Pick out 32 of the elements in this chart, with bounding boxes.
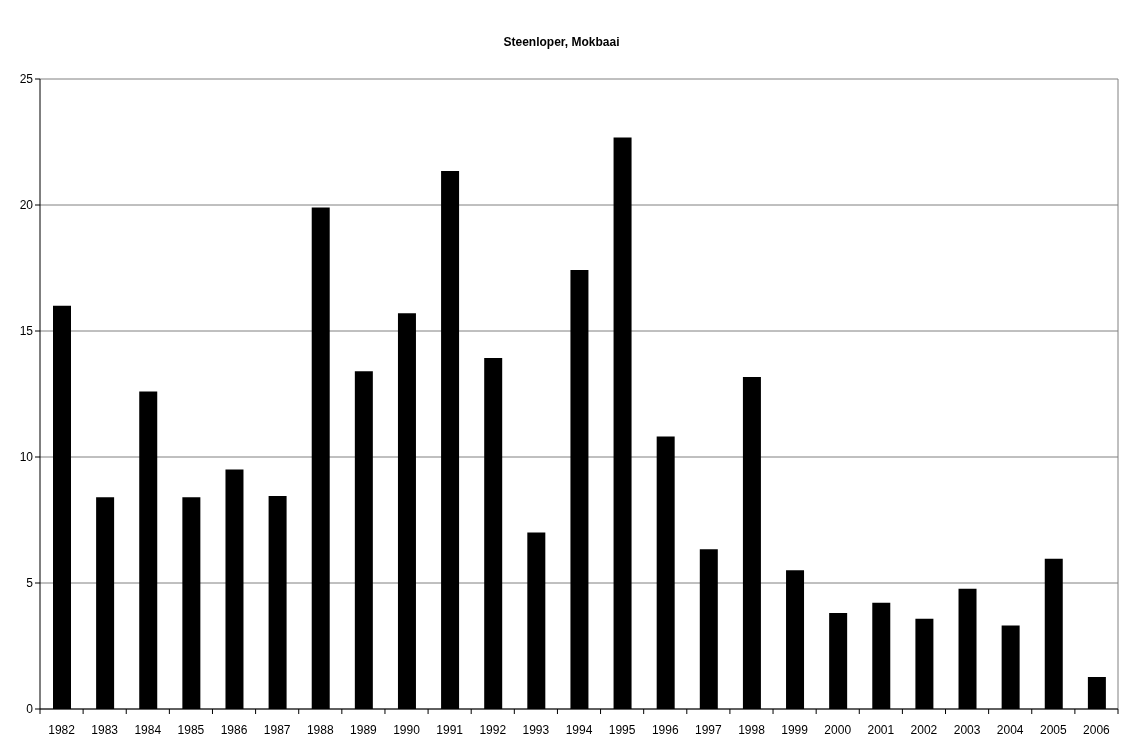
x-tick-label: 1994 <box>565 722 593 737</box>
x-tick-label: 2004 <box>996 722 1024 737</box>
x-tick-label: 1999 <box>781 722 809 737</box>
x-tick-label: 2003 <box>953 722 981 737</box>
x-tick-label: 1982 <box>48 722 76 737</box>
x-tick-label: 1983 <box>91 722 119 737</box>
y-tick-label: 5 <box>26 576 34 591</box>
x-tick-label: 1997 <box>695 722 723 737</box>
x-tick-label: 2006 <box>1083 722 1111 737</box>
x-tick-label: 1995 <box>608 722 636 737</box>
x-tick-label: 1993 <box>522 722 550 737</box>
x-tick-label: 1992 <box>479 722 507 737</box>
x-tick-label: 1988 <box>306 722 334 737</box>
x-tick-label: 2001 <box>867 722 895 737</box>
y-tick-label: 0 <box>26 702 34 717</box>
x-tick-label: 1984 <box>134 722 162 737</box>
x-tick-label: 1996 <box>651 722 679 737</box>
x-tick-label: 1987 <box>263 722 291 737</box>
x-tick-label: 1990 <box>393 722 421 737</box>
x-tick-label: 1986 <box>220 722 248 737</box>
x-tick-label: 1998 <box>738 722 766 737</box>
chart-title: Steenloper, Mokbaai <box>502 35 621 49</box>
x-tick-label: 2005 <box>1039 722 1067 737</box>
y-tick-label: 10 <box>19 450 34 465</box>
y-tick-label: 25 <box>19 72 34 87</box>
x-tick-label: 1989 <box>350 722 378 737</box>
y-tick-label: 20 <box>19 198 34 213</box>
x-tick-label: 2000 <box>824 722 852 737</box>
x-tick-label: 1985 <box>177 722 205 737</box>
x-tick-label: 2002 <box>910 722 938 737</box>
y-tick-label: 15 <box>19 324 34 339</box>
x-tick-label: 1991 <box>436 722 464 737</box>
